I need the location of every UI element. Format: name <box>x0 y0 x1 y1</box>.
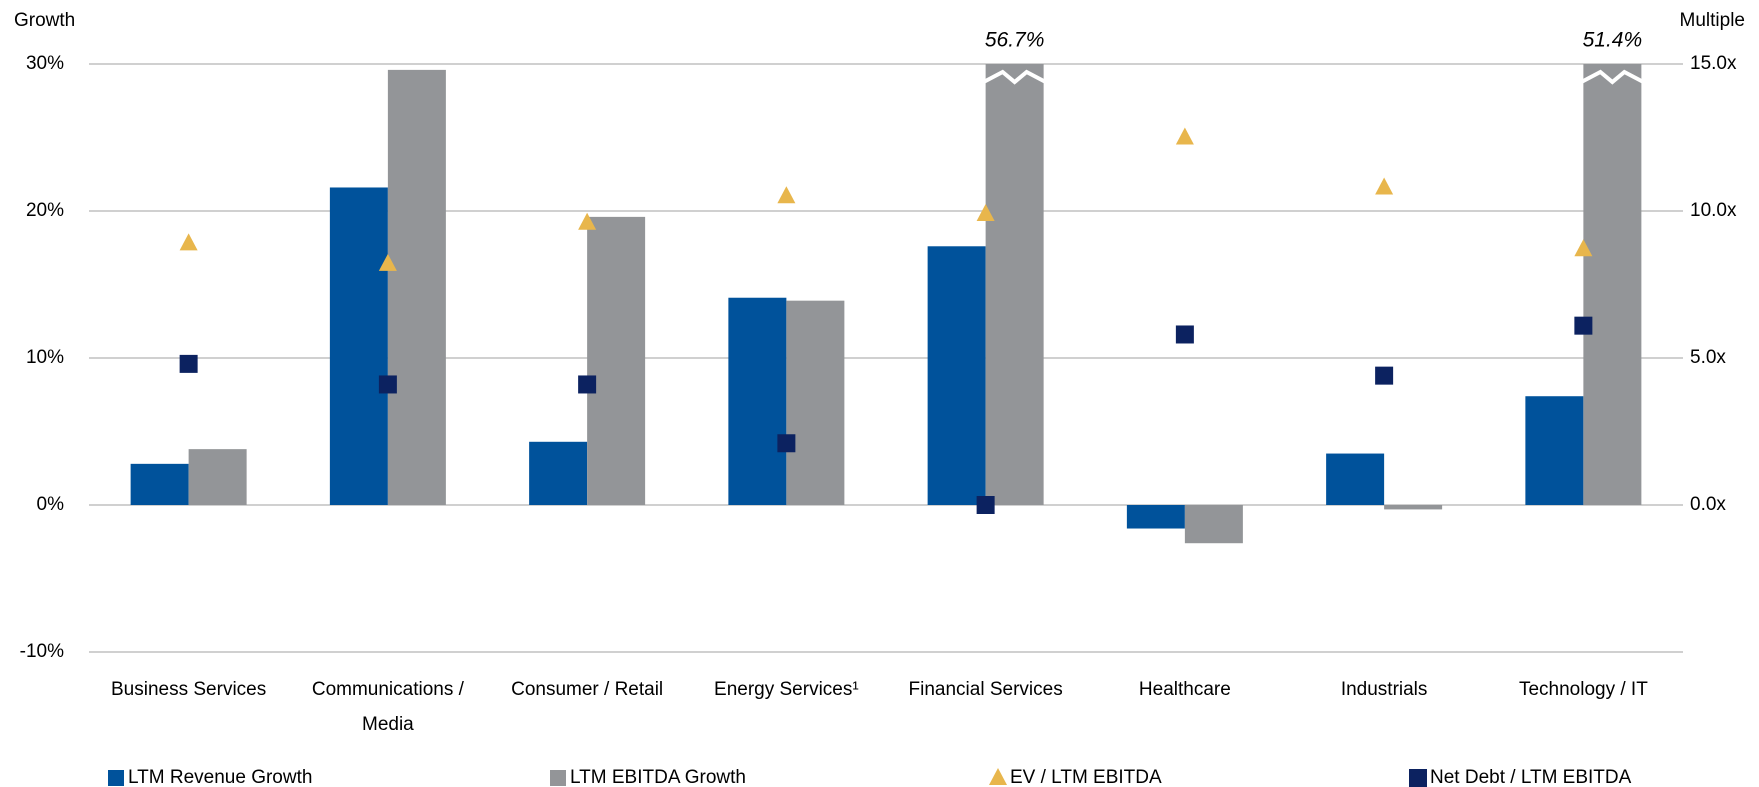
marker <box>378 253 397 271</box>
bar <box>728 297 787 505</box>
y-tick-label: 20% <box>26 200 64 221</box>
legend-label: LTM EBITDA Growth <box>570 767 746 787</box>
y2-tick-label: 5.0x <box>1690 347 1726 368</box>
value-label: 51.4% <box>1583 29 1643 52</box>
marker <box>976 203 995 221</box>
marker <box>179 354 198 373</box>
y2-tick-label: 15.0x <box>1690 53 1737 74</box>
legend-swatch <box>1409 769 1427 787</box>
bar <box>985 64 1044 505</box>
value-label: 56.7% <box>985 29 1045 52</box>
marker <box>578 212 597 230</box>
bar <box>188 449 247 505</box>
marker <box>179 233 198 251</box>
x-tick-label: Industrials <box>1340 679 1428 700</box>
bar <box>529 441 588 505</box>
axis-break <box>1580 69 1645 85</box>
x-tick-label: Technology / IT <box>1518 679 1648 700</box>
y-tick-label: 10% <box>26 347 64 368</box>
x-tick-label: Consumer / Retail <box>511 679 664 700</box>
marker <box>1175 325 1194 344</box>
y-tick-label: -10% <box>20 641 64 662</box>
bar <box>1326 453 1385 505</box>
marker <box>378 375 397 394</box>
marker <box>578 375 597 394</box>
y2-tick-label: 10.0x <box>1690 200 1737 221</box>
marker <box>976 496 995 514</box>
bar <box>587 216 646 505</box>
y-axis-title: Growth <box>14 10 75 31</box>
x-tick-label: Business Services <box>111 679 267 700</box>
y-tick-label: 0% <box>37 494 65 515</box>
x-tick-label: Financial Services <box>908 679 1063 700</box>
bar <box>130 463 189 505</box>
marker <box>777 186 796 204</box>
bar <box>1126 505 1185 529</box>
x-tick-label: Healthcare <box>1138 679 1231 700</box>
legend-swatch <box>108 770 124 786</box>
marker <box>1375 177 1394 195</box>
bar <box>1184 505 1243 544</box>
axis-break <box>982 69 1047 85</box>
legend-label: LTM Revenue Growth <box>128 767 312 787</box>
bar <box>1384 505 1443 510</box>
bar-layer <box>130 64 1642 544</box>
bar <box>1525 396 1584 505</box>
marker <box>1375 366 1394 385</box>
legend-label: EV / LTM EBITDA <box>1010 767 1162 787</box>
y2-axis-title: Multiple <box>1680 10 1745 31</box>
marker <box>1574 316 1593 335</box>
y2-tick-label: 0.0x <box>1690 494 1726 515</box>
marker <box>777 434 796 453</box>
y-tick-label: 30% <box>26 53 64 74</box>
marker <box>1175 127 1194 145</box>
bar <box>387 69 446 505</box>
legend-label: Net Debt / LTM EBITDA <box>1430 767 1632 787</box>
bar <box>1583 64 1642 506</box>
marker <box>1574 239 1593 257</box>
legend-swatch <box>989 768 1007 785</box>
x-tick-label: Communications / Media <box>311 679 464 735</box>
bar <box>786 300 845 505</box>
bar <box>329 187 388 506</box>
bar <box>927 246 986 505</box>
x-tick-label: Energy Services¹ <box>714 679 859 700</box>
legend-swatch <box>550 770 566 786</box>
